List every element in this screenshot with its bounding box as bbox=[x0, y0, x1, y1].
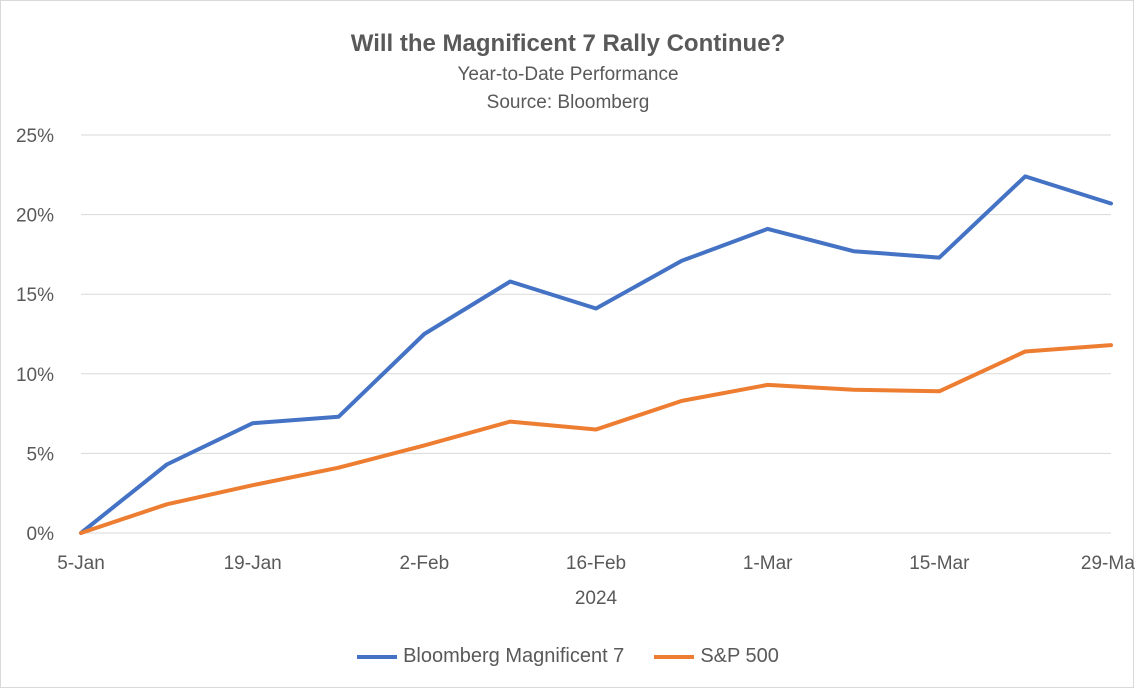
y-tick-label: 0% bbox=[27, 524, 55, 545]
legend-label-sp500: S&P 500 bbox=[700, 645, 779, 667]
x-axis-label: 2024 bbox=[575, 588, 618, 609]
x-tick-label: 19-Jan bbox=[224, 553, 282, 574]
y-tick-label: 10% bbox=[16, 365, 54, 386]
legend: Bloomberg Magnificent 7 S&P 500 bbox=[0, 645, 1136, 668]
y-tick-label: 15% bbox=[16, 285, 54, 306]
series-line-mag7 bbox=[79, 174, 1113, 535]
x-tick-label: 2-Feb bbox=[400, 553, 450, 574]
legend-item-sp500: S&P 500 bbox=[654, 645, 779, 668]
chart-subtitle: Year-to-Date Performance bbox=[457, 64, 679, 85]
y-tick-label: 5% bbox=[27, 444, 55, 465]
y-tick-label: 20% bbox=[16, 206, 54, 227]
chart-source: Source: Bloomberg bbox=[486, 92, 650, 113]
x-tick-label: 15-Mar bbox=[909, 553, 970, 574]
legend-label-mag7: Bloomberg Magnificent 7 bbox=[403, 645, 625, 667]
legend-swatch-sp500 bbox=[654, 654, 695, 659]
x-tick-label: 16-Feb bbox=[566, 553, 626, 574]
series-line-sp500 bbox=[79, 343, 1113, 535]
chart-title: Will the Magnificent 7 Rally Continue? bbox=[350, 30, 786, 57]
y-tick-label: 25% bbox=[16, 126, 54, 147]
legend-swatch-mag7 bbox=[357, 654, 398, 659]
legend-item-mag7: Bloomberg Magnificent 7 bbox=[357, 645, 624, 668]
x-tick-label: 1-Mar bbox=[743, 553, 793, 574]
x-tick-label: 5-Jan bbox=[57, 553, 105, 574]
x-tick-label: 29-Mar bbox=[1081, 553, 1136, 574]
